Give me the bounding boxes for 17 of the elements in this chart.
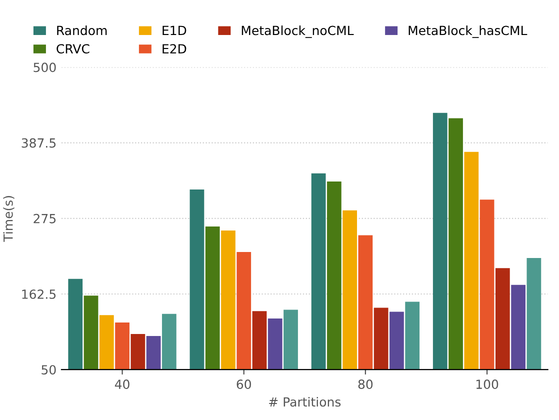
y-tick-label: 275	[34, 214, 56, 224]
y-tick-label: 387.5	[22, 138, 56, 148]
y-tick-label: 500	[34, 62, 56, 72]
y-tick-label: 162.5	[22, 289, 56, 299]
x-tick-label: 80	[358, 380, 373, 389]
x-tick-label: 100	[476, 380, 498, 389]
y-tick-label: 50	[42, 365, 56, 375]
legend-label: CRVC	[56, 44, 90, 54]
legend-label: E2D	[162, 44, 186, 54]
legend-label: MetaBlock_hasCML	[408, 26, 528, 38]
legend-label: E1D	[162, 26, 186, 36]
x-tick-label: 40	[114, 380, 130, 389]
x-tick-label: 60	[236, 380, 251, 389]
legend-label: MetaBlock_noCML	[242, 26, 354, 38]
x-axis-title: # Partitions	[269, 396, 341, 407]
y-axis-title: Time(s)	[3, 196, 14, 242]
legend-label: Random	[57, 26, 107, 36]
